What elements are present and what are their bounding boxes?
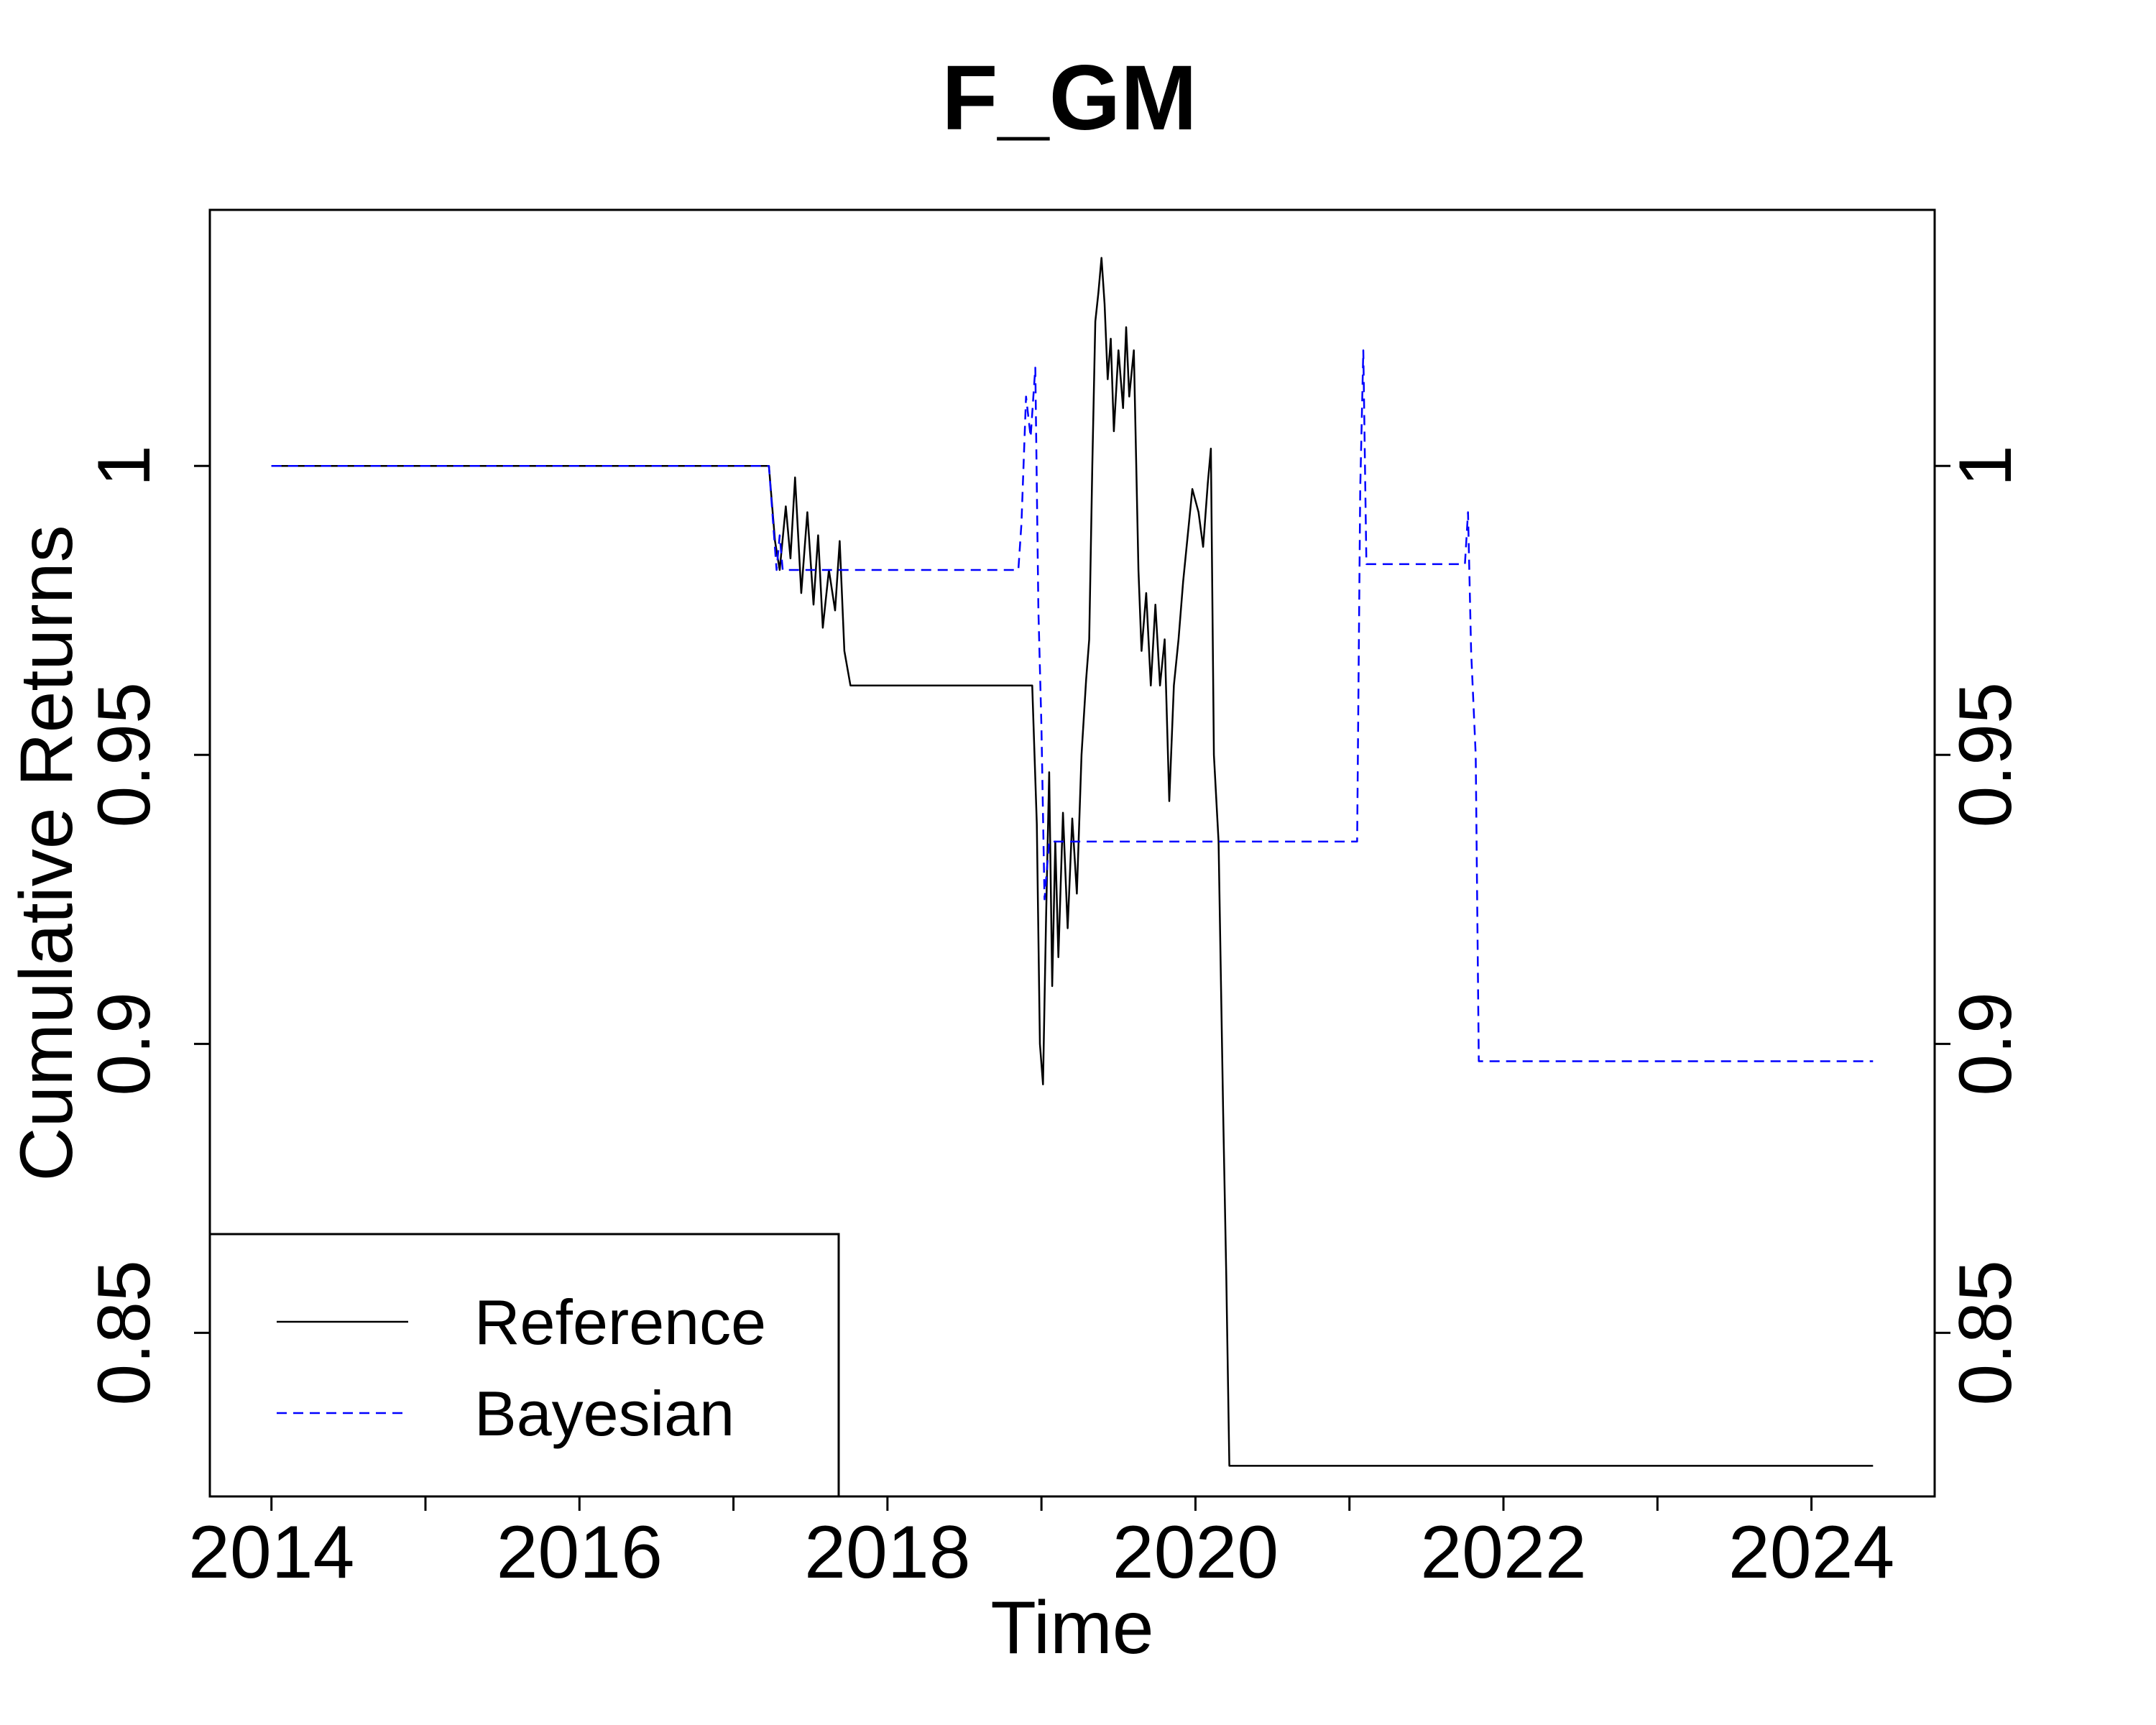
series-layer [271, 257, 1874, 1467]
x-tick-label: 2014 [188, 1511, 354, 1594]
x-tick-label: 2020 [1112, 1511, 1279, 1594]
y-axis-label: Cumulative Returns [5, 525, 88, 1181]
y-axis-right: 0.85 0.9 0.95 1 [1935, 445, 2027, 1406]
legend-label-bayesian: Bayesian [474, 1378, 734, 1449]
legend-box [208, 1233, 840, 1498]
y-tick-label-left: 1 [83, 445, 166, 487]
legend-label-reference: Reference [474, 1287, 766, 1358]
y-tick-label-left: 0.9 [83, 992, 166, 1096]
y-tick-label-right: 1 [1944, 445, 2027, 487]
y-axis-left: 0.85 0.9 0.95 1 [83, 445, 210, 1406]
x-tick-label: 2018 [804, 1511, 970, 1594]
y-tick-label-left: 0.95 [83, 682, 166, 827]
x-tick-label: 2016 [497, 1511, 663, 1594]
y-tick-label-left: 0.85 [83, 1260, 166, 1405]
x-tick-label: 2024 [1728, 1511, 1894, 1594]
x-axis: 2014 2016 2018 2020 2022 2024 [188, 1495, 1894, 1594]
legend: Reference Bayesian [208, 1233, 840, 1498]
x-tick-label: 2022 [1420, 1511, 1586, 1594]
series-line-reference [271, 257, 1874, 1467]
x-axis-label: Time [990, 1586, 1153, 1670]
y-tick-label-right: 0.95 [1944, 682, 2027, 827]
y-tick-label-right: 0.85 [1944, 1260, 2027, 1405]
chart-title: F_GM [941, 47, 1197, 150]
y-tick-label-right: 0.9 [1944, 992, 2027, 1096]
series-line-bayesian [271, 349, 1874, 1062]
